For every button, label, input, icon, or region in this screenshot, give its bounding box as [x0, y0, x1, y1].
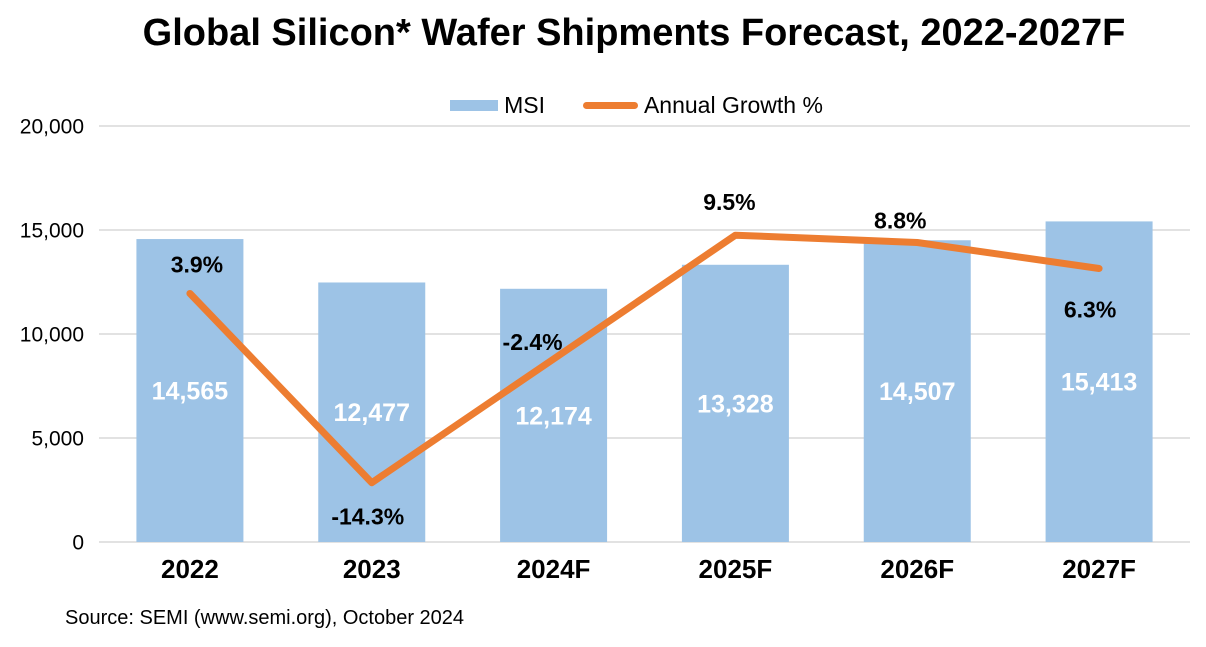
legend: MSI Annual Growth % — [67, 92, 1206, 118]
y-axis-tick-15,000: 15,000 — [20, 220, 84, 243]
growth-label-2026F: 8.8% — [874, 207, 926, 233]
legend-item-annual-growth: Annual Growth % — [582, 92, 823, 118]
growth-label-2027F: 6.3% — [1064, 296, 1116, 322]
bar-value-label-2023: 12,477 — [334, 399, 410, 427]
x-axis-label-2025F: 2025F — [699, 554, 773, 584]
legend-item-msi: MSI — [450, 92, 545, 118]
growth-label-2025F: 9.5% — [703, 189, 755, 215]
bar-2023 — [318, 282, 426, 542]
growth-label-2022: 3.9% — [171, 251, 223, 277]
y-axis-tick-20,000: 20,000 — [20, 116, 84, 139]
bar-value-label-2026F: 14,507 — [879, 378, 955, 406]
y-axis-tick-10,000: 10,000 — [20, 324, 84, 347]
bar-value-label-2024F: 12,174 — [515, 402, 592, 430]
x-axis-label-2024F: 2024F — [517, 554, 591, 584]
bar-value-label-2022: 14,565 — [152, 378, 229, 406]
bar-2026F — [863, 240, 971, 542]
x-axis-label-2027F: 2027F — [1062, 554, 1136, 584]
bar-value-label-2025F: 13,328 — [697, 390, 774, 418]
legend-label-msi: MSI — [504, 92, 545, 118]
y-axis-tick-5,000: 5,000 — [31, 428, 84, 451]
bar-2025F — [681, 264, 789, 542]
x-axis-label-2023: 2023 — [343, 554, 401, 584]
bar-value-label-2027F: 15,413 — [1061, 369, 1137, 397]
legend-bar-swatch-icon — [450, 99, 499, 111]
bar-2022 — [136, 239, 244, 542]
y-axis-tick-0: 0 — [72, 532, 84, 555]
bar-2027F — [1045, 221, 1153, 542]
chart-title: Global Silicon* Wafer Shipments Forecast… — [142, 12, 1126, 54]
growth-label-2024F: -2.4% — [503, 329, 563, 355]
annual-growth-line — [186, 231, 1103, 487]
legend-line-swatch-icon — [582, 101, 638, 109]
source-note: Source: SEMI (www.semi.org), October 202… — [65, 607, 465, 629]
x-axis-label-2026F: 2026F — [880, 554, 954, 584]
x-axis-label-2022: 2022 — [161, 554, 219, 584]
legend-label-annual-growth: Annual Growth % — [643, 92, 823, 118]
growth-label-2023: -14.3% — [331, 504, 404, 530]
